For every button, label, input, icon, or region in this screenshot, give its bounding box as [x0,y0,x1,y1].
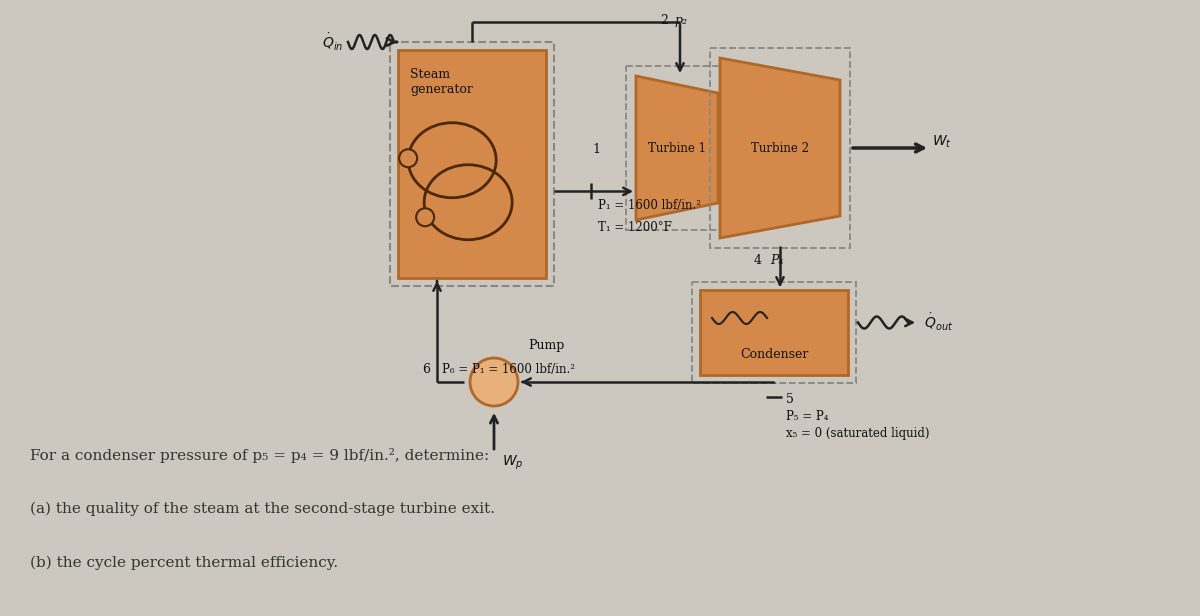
Text: p₂: p₂ [674,14,686,27]
Bar [692,282,856,383]
Text: P₁ = 1600 lbf/in.²: P₁ = 1600 lbf/in.² [598,200,701,213]
Circle shape [470,358,518,406]
Circle shape [400,149,418,167]
Text: 1: 1 [592,144,600,156]
Bar [700,290,848,375]
Text: Turbine 1: Turbine 1 [648,142,706,155]
Bar [626,66,728,230]
Bar [390,42,554,286]
Text: (a) the quality of the steam at the second-stage turbine exit.: (a) the quality of the steam at the seco… [30,502,496,516]
Text: x₅ = 0 (saturated liquid): x₅ = 0 (saturated liquid) [786,427,930,440]
Text: 2: 2 [660,14,668,27]
Text: P₅ = P₄: P₅ = P₄ [786,410,828,423]
Text: 5: 5 [786,393,794,406]
Circle shape [416,208,434,226]
Bar [398,50,546,278]
Text: 4: 4 [754,254,762,267]
Polygon shape [720,58,840,238]
Bar [710,48,850,248]
Text: For a condenser pressure of p₅ = p₄ = 9 lbf/in.², determine:: For a condenser pressure of p₅ = p₄ = 9 … [30,448,490,463]
Text: $\dot{Q}_{out}$: $\dot{Q}_{out}$ [924,312,953,333]
Text: T₁ = 1200°F: T₁ = 1200°F [598,221,672,234]
Text: Steam
generator: Steam generator [410,68,473,96]
Text: Turbine 2: Turbine 2 [751,142,809,155]
Text: $W_t$: $W_t$ [932,134,952,150]
Text: $\dot{Q}_{in}$: $\dot{Q}_{in}$ [322,31,343,52]
Text: $W_p$: $W_p$ [502,454,523,472]
Text: (b) the cycle percent thermal efficiency.: (b) the cycle percent thermal efficiency… [30,556,338,570]
Text: P₄: P₄ [770,254,784,267]
Text: Pump: Pump [528,339,564,352]
Text: Condenser: Condenser [740,348,808,361]
Polygon shape [636,76,718,220]
Text: 6: 6 [422,363,430,376]
Text: P₆ = P₁ = 1600 lbf/in.²: P₆ = P₁ = 1600 lbf/in.² [442,363,575,376]
